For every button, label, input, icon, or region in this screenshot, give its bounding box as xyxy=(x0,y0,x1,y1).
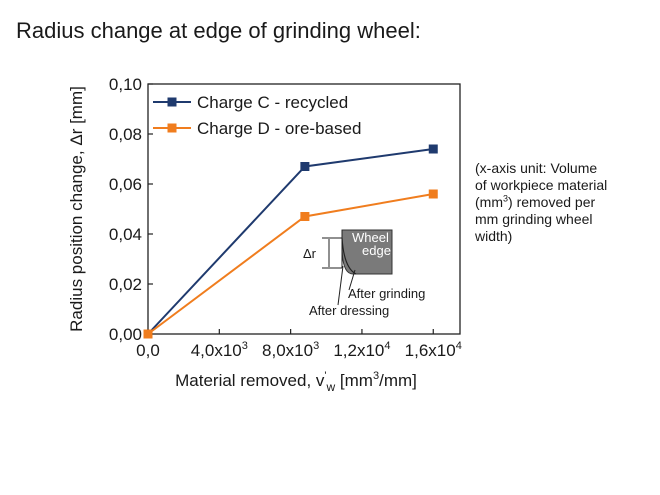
x-tick-label-4: 1,6x104 xyxy=(405,340,462,360)
slide-title: Radius change at edge of grinding wheel: xyxy=(16,18,421,43)
legend-marker-1 xyxy=(167,123,177,133)
y-axis-title: Radius position change, Δr [mm] xyxy=(67,86,86,332)
x-tick-label-3: 1,2x104 xyxy=(333,340,390,360)
series-1-point-1 xyxy=(300,212,310,221)
x-axis-title: Material removed, v'w [mm3/mm] xyxy=(175,370,417,394)
side-note-line-5: width) xyxy=(475,228,513,244)
inset-wheel-label: Wheel xyxy=(352,230,389,245)
x-tick-label-1: 4,0x103 xyxy=(191,340,248,360)
wheel-edge-inset: Δr Wheel edge After grinding After dress… xyxy=(303,229,425,318)
y-tick-label-2: 0,04 xyxy=(109,225,142,244)
side-note-line-3-sup: 3 xyxy=(503,193,509,204)
side-note-line-4: mm grinding wheel xyxy=(475,211,593,227)
side-note-line-1: (x-axis unit: Volume xyxy=(475,160,598,176)
legend-label-0: Charge C - recycled xyxy=(197,93,348,112)
legend-marker-0 xyxy=(167,97,177,107)
x-tick-label-2: 8,0x103 xyxy=(262,340,319,360)
side-note-line-3-post: ) removed per xyxy=(508,194,596,210)
series-0-point-1 xyxy=(300,162,310,171)
y-tick-label-5: 0,10 xyxy=(109,75,142,94)
x-axis-unit-note: (x-axis unit: Volume of workpiece materi… xyxy=(475,160,655,245)
inset-after-grinding-label: After grinding xyxy=(348,286,425,301)
inset-dressing-pointer xyxy=(337,265,344,306)
series-0-point-2 xyxy=(428,144,438,154)
inset-edge-label: edge xyxy=(362,243,391,258)
inset-grinding-pointer xyxy=(348,269,356,291)
inset-delta-label: Δr xyxy=(303,246,317,261)
side-note-line-3: (mm3) removed per xyxy=(475,194,655,211)
series-1-point-0 xyxy=(143,329,153,339)
series-1-point-2 xyxy=(428,189,438,199)
plot-frame xyxy=(147,83,461,335)
x-tick-label-0: 0,0 xyxy=(136,341,160,360)
legend-label-1: Charge D - ore-based xyxy=(197,119,361,138)
y-tick-label-0: 0,00 xyxy=(109,325,142,344)
inset-after-dressing-label: After dressing xyxy=(309,303,389,318)
y-tick-label-3: 0,06 xyxy=(109,175,142,194)
side-note-line-3-pre: (mm xyxy=(475,194,503,210)
side-note-line-2: of workpiece material xyxy=(475,177,608,193)
y-tick-label-1: 0,02 xyxy=(109,275,142,294)
y-tick-label-4: 0,08 xyxy=(109,125,142,144)
